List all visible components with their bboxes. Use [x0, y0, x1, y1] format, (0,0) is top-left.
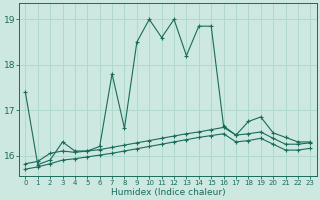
X-axis label: Humidex (Indice chaleur): Humidex (Indice chaleur): [110, 188, 225, 197]
